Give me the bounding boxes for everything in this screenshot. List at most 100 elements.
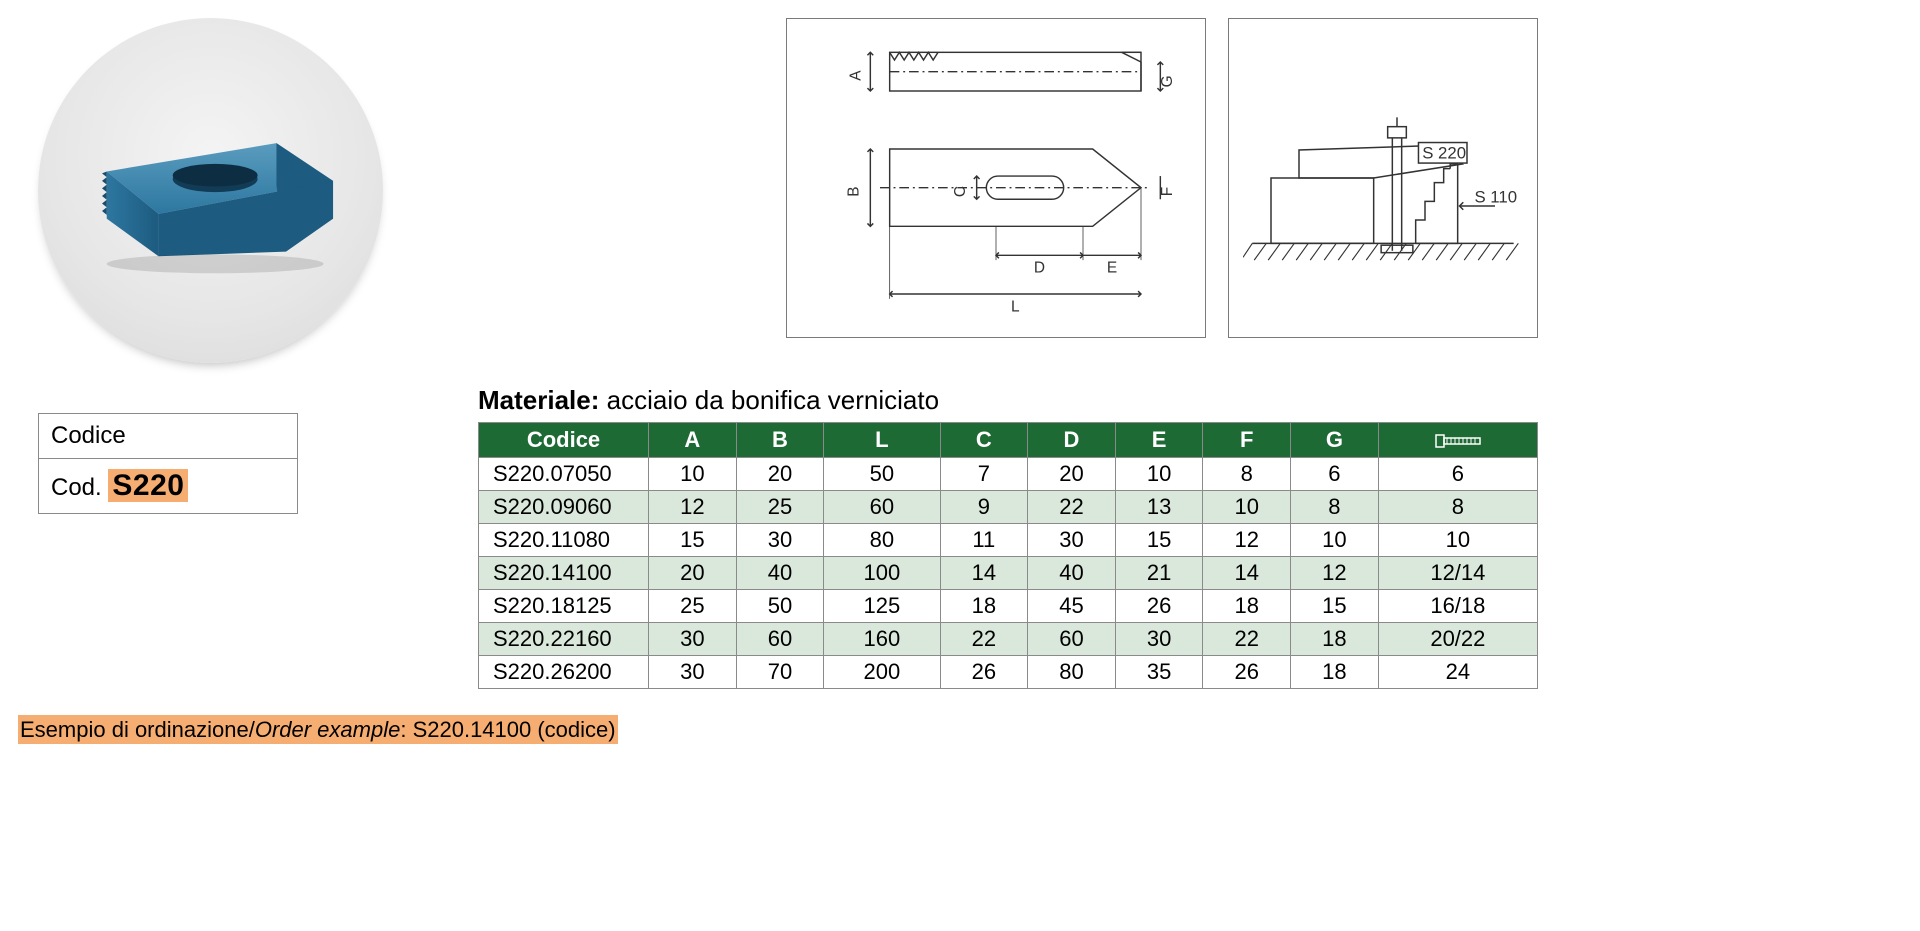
table-cell: 26 xyxy=(1203,656,1291,689)
table-cell: 30 xyxy=(649,623,737,656)
table-cell: 18 xyxy=(1291,656,1379,689)
table-cell: 15 xyxy=(1291,590,1379,623)
table-cell: 40 xyxy=(736,557,824,590)
table-cell: 8 xyxy=(1291,491,1379,524)
table-cell: 26 xyxy=(940,656,1028,689)
table-cell: 30 xyxy=(736,524,824,557)
table-cell: 22 xyxy=(1028,491,1116,524)
materiale-label: Materiale: xyxy=(478,385,599,415)
table-cell: 8 xyxy=(1378,491,1537,524)
table-cell: 18 xyxy=(1291,623,1379,656)
table-row: S220.09060122560922131088 xyxy=(479,491,1538,524)
technical-diagram-dimensions: A G xyxy=(786,18,1206,338)
table-cell: 160 xyxy=(824,623,940,656)
diagram-label-s220: S 220 xyxy=(1422,143,1466,162)
table-cell: 30 xyxy=(649,656,737,689)
svg-text:A: A xyxy=(848,70,865,81)
table-cell: 6 xyxy=(1378,458,1537,491)
svg-text:E: E xyxy=(1107,260,1117,277)
table-cell: 20/22 xyxy=(1378,623,1537,656)
table-cell: 18 xyxy=(940,590,1028,623)
col-codice: Codice xyxy=(479,423,649,458)
table-cell: 10 xyxy=(1115,458,1203,491)
table-cell: 25 xyxy=(736,491,824,524)
col-G: G xyxy=(1291,423,1379,458)
table-row: S220.262003070200268035261824 xyxy=(479,656,1538,689)
col-F: F xyxy=(1203,423,1291,458)
table-cell: S220.18125 xyxy=(479,590,649,623)
table-cell: 20 xyxy=(1028,458,1116,491)
table-cell: S220.07050 xyxy=(479,458,649,491)
code-box-value: Cod. S220 xyxy=(39,459,297,513)
table-cell: 70 xyxy=(736,656,824,689)
col-B: B xyxy=(736,423,824,458)
col-L: L xyxy=(824,423,940,458)
table-cell: 13 xyxy=(1115,491,1203,524)
col-C: C xyxy=(940,423,1028,458)
product-clamp-illustration xyxy=(69,96,352,285)
order-example-label-en: Order example xyxy=(255,717,401,742)
code-box-code: S220 xyxy=(108,469,188,502)
svg-text:C: C xyxy=(952,186,969,197)
col-D: D xyxy=(1028,423,1116,458)
table-cell: 20 xyxy=(736,458,824,491)
table-cell: 12 xyxy=(1291,557,1379,590)
code-box: Codice Cod. S220 xyxy=(38,413,298,514)
table-cell: 15 xyxy=(649,524,737,557)
table-cell: 200 xyxy=(824,656,940,689)
table-cell: 8 xyxy=(1203,458,1291,491)
order-example: Esempio di ordinazione/Order example: S2… xyxy=(18,717,1538,743)
svg-text:F: F xyxy=(1159,187,1176,196)
table-cell: 22 xyxy=(1203,623,1291,656)
svg-text:L: L xyxy=(1011,298,1020,315)
code-box-prefix: Cod. xyxy=(51,474,102,501)
code-box-header: Codice xyxy=(39,414,297,459)
table-cell: 50 xyxy=(824,458,940,491)
product-image-circle xyxy=(38,18,383,363)
table-cell: 25 xyxy=(649,590,737,623)
table-cell: 18 xyxy=(1203,590,1291,623)
diagram-label-s110: S 110 xyxy=(1474,187,1517,206)
table-cell: 30 xyxy=(1028,524,1116,557)
table-cell: 6 xyxy=(1291,458,1379,491)
table-cell: 20 xyxy=(649,557,737,590)
table-cell: 35 xyxy=(1115,656,1203,689)
order-example-label-it: Esempio di ordinazione xyxy=(20,717,249,742)
materiale-text: acciaio da bonifica verniciato xyxy=(607,385,939,415)
table-cell: 12 xyxy=(1203,524,1291,557)
table-row: S220.221603060160226030221820/22 xyxy=(479,623,1538,656)
table-cell: S220.11080 xyxy=(479,524,649,557)
table-cell: 10 xyxy=(1291,524,1379,557)
table-cell: 45 xyxy=(1028,590,1116,623)
table-cell: 21 xyxy=(1115,557,1203,590)
svg-text:D: D xyxy=(1034,260,1045,277)
table-cell: 100 xyxy=(824,557,940,590)
spec-table: Codice A B L C D E F G xyxy=(478,422,1538,689)
table-cell: 30 xyxy=(1115,623,1203,656)
table-cell: 24 xyxy=(1378,656,1537,689)
table-cell: S220.09060 xyxy=(479,491,649,524)
technical-diagram-usage: S 220 S 110 xyxy=(1228,18,1538,338)
table-cell: 12 xyxy=(649,491,737,524)
table-cell: 15 xyxy=(1115,524,1203,557)
table-cell: S220.22160 xyxy=(479,623,649,656)
table-cell: 16/18 xyxy=(1378,590,1537,623)
table-cell: 22 xyxy=(940,623,1028,656)
table-row: S220.0705010205072010866 xyxy=(479,458,1538,491)
svg-text:G: G xyxy=(1159,75,1176,87)
table-cell: 14 xyxy=(1203,557,1291,590)
table-cell: 60 xyxy=(736,623,824,656)
table-cell: 7 xyxy=(940,458,1028,491)
table-cell: S220.26200 xyxy=(479,656,649,689)
materiale-line: Materiale: acciaio da bonifica verniciat… xyxy=(478,385,1538,416)
order-example-value: S220.14100 (codice) xyxy=(413,717,616,742)
table-cell: 80 xyxy=(1028,656,1116,689)
table-cell: 125 xyxy=(824,590,940,623)
table-row: S220.181252550125184526181516/18 xyxy=(479,590,1538,623)
table-cell: 80 xyxy=(824,524,940,557)
table-cell: 9 xyxy=(940,491,1028,524)
table-cell: 10 xyxy=(1203,491,1291,524)
bolt-icon xyxy=(1435,432,1481,450)
table-cell: 14 xyxy=(940,557,1028,590)
table-cell: S220.14100 xyxy=(479,557,649,590)
